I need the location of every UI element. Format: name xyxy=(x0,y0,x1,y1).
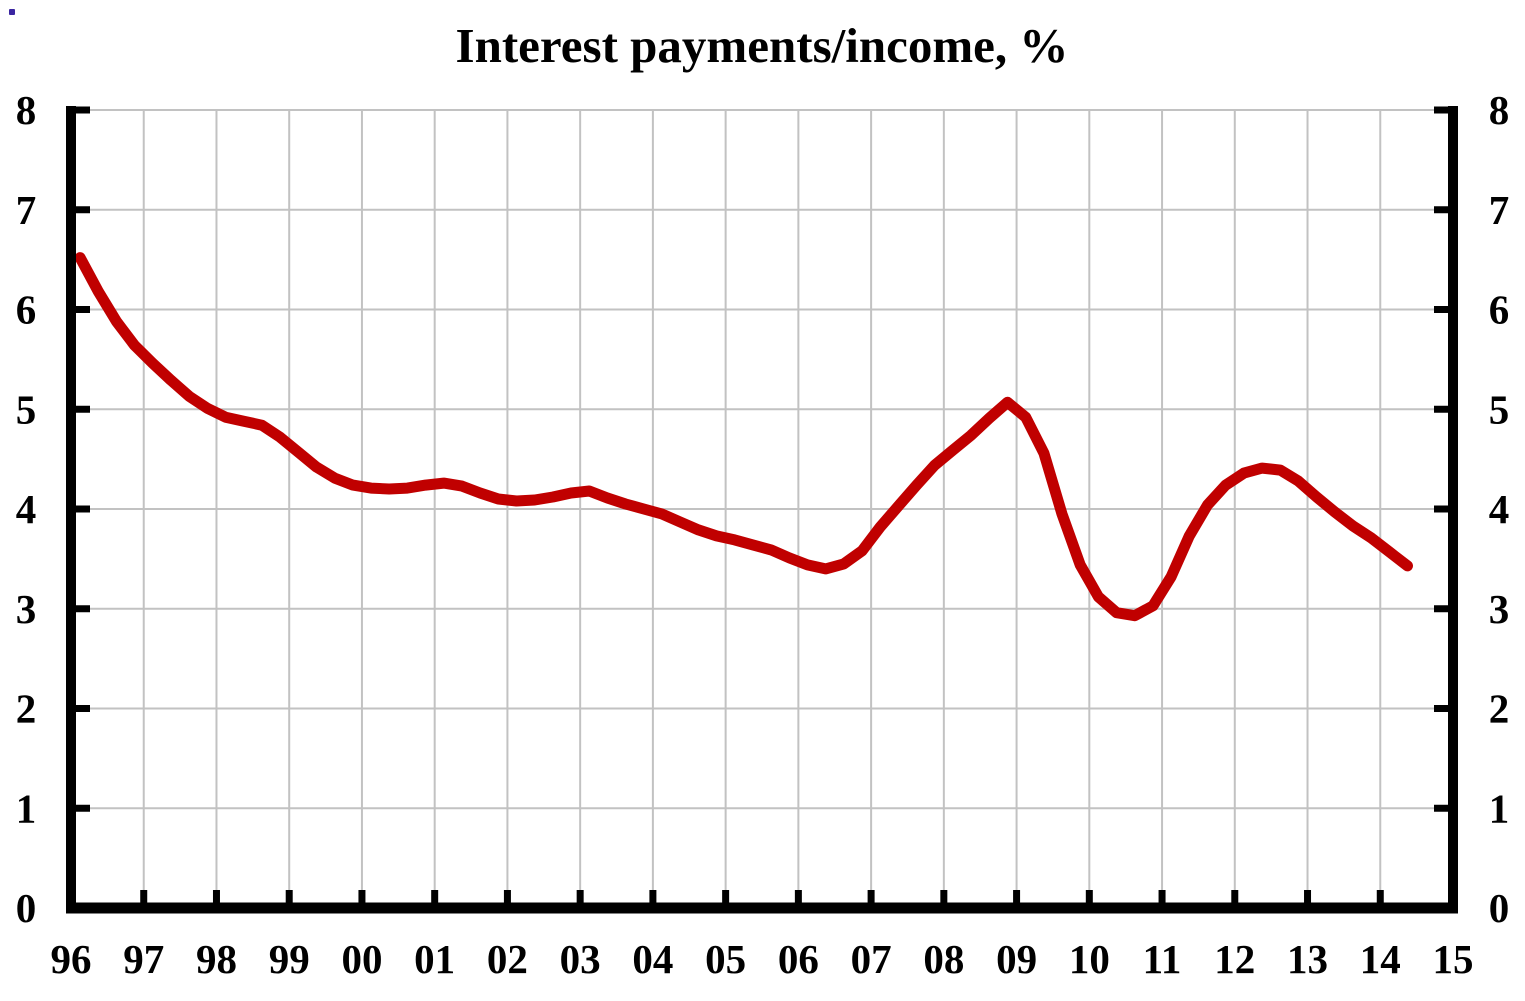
x-axis-label: 07 xyxy=(851,936,892,982)
stray-artifact-mark xyxy=(9,9,15,15)
x-axis-label: 12 xyxy=(1214,936,1255,982)
x-axis-label: 11 xyxy=(1143,936,1182,982)
y-axis-right-label: 6 xyxy=(1489,287,1510,333)
y-axis-left-label: 8 xyxy=(16,87,37,133)
y-axis-right-label: 5 xyxy=(1489,386,1510,432)
y-axis-left-label: 5 xyxy=(16,386,37,432)
x-axis-label: 96 xyxy=(51,936,92,982)
y-axis-right-label: 1 xyxy=(1489,785,1510,831)
y-axis-left-label: 4 xyxy=(16,486,37,532)
x-axis-label: 00 xyxy=(341,936,382,982)
x-axis-label: 14 xyxy=(1360,936,1401,982)
chart-title: Interest payments/income, % xyxy=(456,18,1069,73)
x-axis-label: 09 xyxy=(996,936,1037,982)
y-axis-right-label: 8 xyxy=(1489,87,1510,133)
y-axis-right-label: 3 xyxy=(1489,586,1510,632)
y-axis-left-label: 6 xyxy=(16,287,37,333)
x-axis-label: 06 xyxy=(778,936,819,982)
y-axis-left-label: 1 xyxy=(16,785,37,831)
x-axis-label: 02 xyxy=(487,936,528,982)
y-axis-left-label: 0 xyxy=(16,885,37,931)
x-axis-label: 03 xyxy=(560,936,601,982)
x-axis-label: 10 xyxy=(1069,936,1110,982)
x-axis-label: 05 xyxy=(705,936,746,982)
y-axis-left-label: 2 xyxy=(16,686,37,732)
x-axis-label: 04 xyxy=(632,936,673,982)
y-axis-right-label: 4 xyxy=(1489,486,1510,532)
x-axis-label: 01 xyxy=(414,936,455,982)
y-axis-right-label: 7 xyxy=(1489,187,1510,233)
gridlines xyxy=(71,109,1453,908)
x-axis-label: 97 xyxy=(123,936,164,982)
interest-ratio-series xyxy=(74,252,1413,622)
x-axis-label: 13 xyxy=(1287,936,1328,982)
y-axis-left-label: 3 xyxy=(16,586,37,632)
axes-and-ticks xyxy=(66,106,1458,914)
x-axis-label: 99 xyxy=(269,936,310,982)
y-axis-right-label: 2 xyxy=(1489,686,1510,732)
y-axis-left-label: 7 xyxy=(16,187,37,233)
x-axis-label: 15 xyxy=(1433,936,1474,982)
x-axis-label: 08 xyxy=(923,936,964,982)
data-line xyxy=(74,252,1413,622)
y-axis-right-label: 0 xyxy=(1489,885,1510,931)
x-axis-label: 98 xyxy=(196,936,237,982)
